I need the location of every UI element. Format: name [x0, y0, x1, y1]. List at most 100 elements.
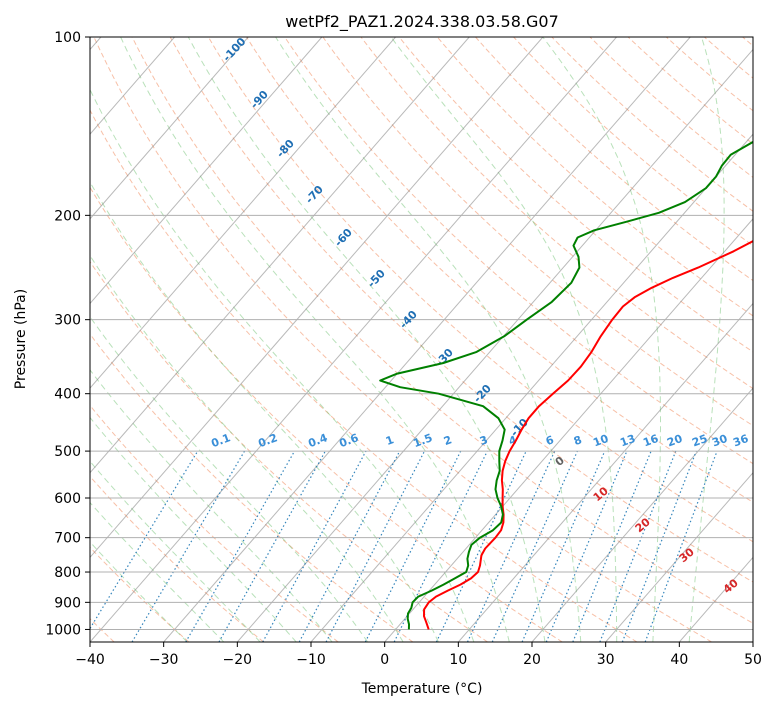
dry-adiabat-line — [131, 37, 753, 624]
moist-adiabat-line — [275, 37, 582, 642]
y-axis: 100 200 300 400 500 600 700 800 900 1000 — [45, 30, 90, 638]
y-tick-label: 1000 — [45, 622, 81, 638]
dewpoint-profile-line — [379, 140, 753, 630]
mixing-ratio-label: 0.2 — [256, 431, 279, 450]
isotherm-line — [90, 37, 544, 559]
moist-adiabats — [90, 37, 725, 642]
mixing-ratio-label: 0.4 — [306, 431, 329, 450]
y-tick-label: 500 — [54, 444, 81, 460]
isotherms — [90, 37, 753, 642]
dry-adiabat-line — [513, 37, 753, 247]
mixing-ratio-line — [262, 450, 367, 642]
x-tick-label: 50 — [744, 652, 762, 668]
y-tick-label: 600 — [54, 491, 81, 507]
dry-adiabat-line — [90, 404, 339, 642]
dry-adiabat-label: -90 — [248, 88, 271, 112]
y-tick-label: 900 — [54, 595, 81, 611]
moist-adiabat-line — [90, 315, 369, 642]
isotherm-line — [90, 37, 249, 220]
x-tick-label: −10 — [296, 652, 326, 668]
mixing-ratio-label: 1.5 — [411, 431, 434, 450]
dry-adiabat-line — [93, 37, 712, 642]
mixing-ratio-line — [435, 450, 527, 642]
dry-adiabat-line — [90, 109, 638, 642]
moist-adiabat-label: 40 — [721, 576, 741, 596]
isotherm-line — [310, 133, 753, 642]
isotherm-line — [90, 37, 396, 389]
isotherm-line — [236, 48, 753, 642]
mixing-ratio-line — [466, 450, 556, 642]
dry-adiabat-label: -70 — [303, 183, 326, 207]
pressure-gridlines — [90, 37, 753, 630]
dry-adiabat-line — [360, 37, 753, 390]
y-tick-label: 200 — [54, 208, 81, 224]
mixing-ratio-label: 3 — [478, 433, 490, 448]
mixing-ratio-line — [131, 450, 246, 642]
dry-adiabat-label: -60 — [332, 226, 355, 250]
dry-adiabat-line — [551, 37, 753, 212]
moist-adiabat-line — [90, 416, 297, 642]
y-tick-label: 100 — [54, 30, 81, 46]
mixing-ratio-line — [545, 450, 628, 642]
mixing-ratio-label: 0.1 — [209, 431, 232, 450]
y-axis-label: Pressure (hPa) — [13, 289, 29, 389]
mixing-ratio-line — [218, 450, 326, 642]
moist-adiabat-label: 0 — [553, 454, 567, 469]
dry-adiabats — [90, 37, 753, 642]
x-tick-label: 0 — [380, 652, 389, 668]
mixing-ratio-line — [572, 450, 652, 642]
temperature-profile-line — [423, 239, 753, 630]
chart-title: wetPf2_PAZ1.2024.338.03.58.G07 — [285, 12, 559, 32]
dry-adiabat-line — [90, 475, 264, 642]
mixing-ratio-label: 1 — [384, 433, 396, 448]
mixing-ratio-label: 36 — [731, 432, 750, 450]
mixing-ratio-label: 4 — [507, 433, 519, 448]
moist-adiabat-line — [187, 37, 546, 642]
moist-adiabat-label: 10 — [591, 484, 611, 504]
moist-adiabat-line — [90, 369, 333, 642]
mixing-ratio-label: 16 — [641, 432, 660, 450]
isotherm-line — [90, 37, 470, 474]
mixing-ratio-label: 10 — [591, 432, 610, 450]
dry-adiabat-line — [742, 37, 753, 47]
moist-adiabat-line — [390, 37, 618, 642]
x-tick-label: 10 — [449, 652, 467, 668]
dry-adiabat-label: -100 — [220, 35, 249, 64]
mixing-ratio-lines — [90, 450, 718, 642]
dry-adiabat-line — [322, 37, 753, 427]
mixing-ratio-label: 30 — [710, 432, 729, 450]
isotherm-line — [752, 641, 753, 642]
mixing-ratio-line — [644, 450, 718, 642]
mixing-ratio-label: 25 — [690, 432, 709, 449]
mixing-ratio-label: 8 — [572, 433, 584, 448]
moist-adiabat-label: 30 — [677, 545, 697, 565]
moist-adiabat-line — [120, 37, 510, 642]
moist-adiabat-line — [90, 88, 475, 642]
isotherm-line — [384, 218, 753, 642]
isotherm-line — [90, 37, 323, 305]
x-tick-label: −40 — [75, 652, 105, 668]
isotherm-line — [457, 302, 753, 642]
mixing-ratio-label: 0.6 — [337, 431, 360, 450]
y-tick-label: 700 — [54, 531, 81, 547]
y-tick-label: 400 — [54, 387, 81, 403]
mixing-ratio-label: 2 — [442, 433, 454, 448]
mixing-ratio-line — [393, 450, 488, 642]
moist-adiabat-line — [688, 37, 725, 642]
moist-adiabat-line — [90, 501, 225, 642]
y-tick-label: 800 — [54, 565, 81, 581]
moist-adiabat-line — [90, 181, 439, 642]
dry-adiabat-line — [246, 37, 753, 503]
dry-adiabat-line — [90, 260, 488, 642]
isotherm-line — [163, 37, 691, 642]
mixing-ratio-label: 20 — [665, 432, 684, 450]
profiles — [379, 140, 753, 630]
x-tick-label: 20 — [523, 652, 541, 668]
isotherm-line — [678, 556, 753, 642]
x-axis: −40 −30 −20 −10 0 10 20 30 40 50 — [75, 642, 762, 668]
x-axis-label: Temperature (°C) — [361, 681, 483, 697]
x-tick-label: −30 — [149, 652, 179, 668]
dry-adiabat-label: -20 — [471, 382, 494, 406]
x-tick-label: 40 — [670, 652, 688, 668]
isotherm-line — [605, 471, 753, 642]
